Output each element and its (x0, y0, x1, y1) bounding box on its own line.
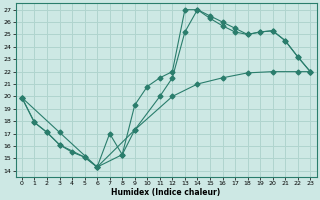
X-axis label: Humidex (Indice chaleur): Humidex (Indice chaleur) (111, 188, 221, 197)
